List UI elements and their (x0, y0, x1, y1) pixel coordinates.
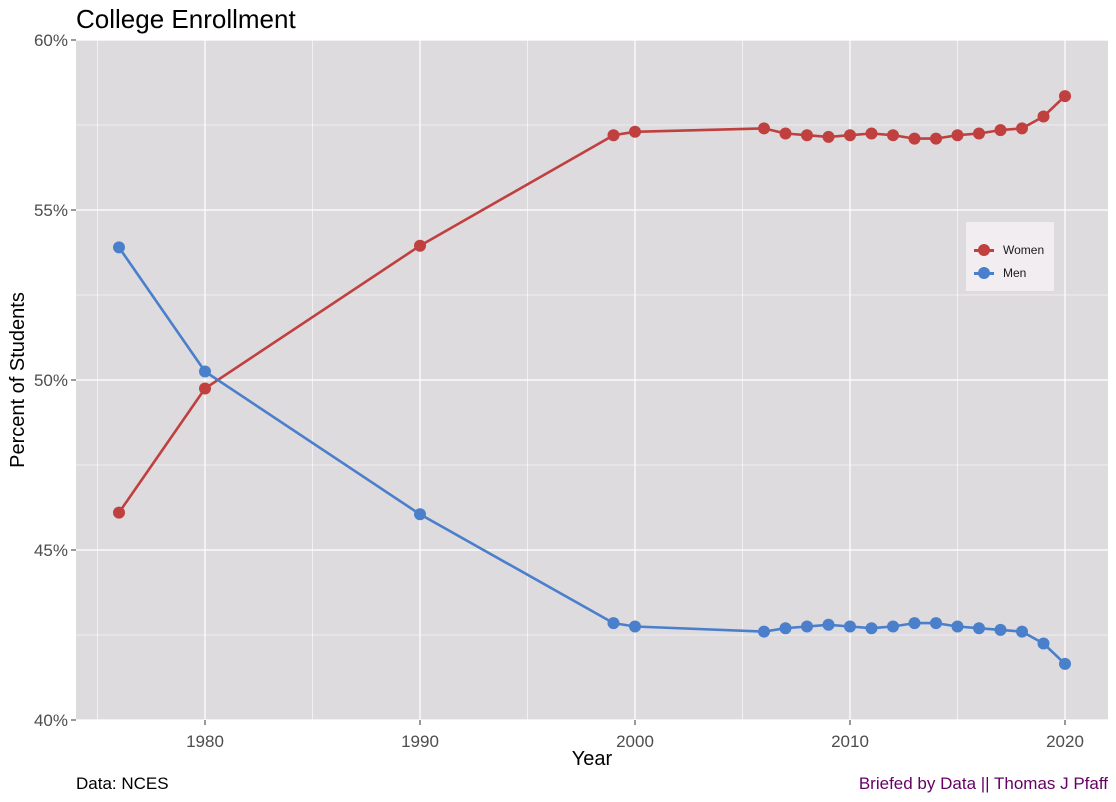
data-point-women (199, 382, 211, 395)
data-point-women (1016, 122, 1028, 135)
legend-item-men: Men (974, 263, 1026, 283)
x-tick-label: 2000 (616, 732, 654, 751)
data-point-women (1037, 110, 1050, 123)
minor-gridlines (76, 40, 1108, 720)
data-point-women (994, 124, 1007, 137)
data-point-women (930, 132, 942, 145)
axes: 1980 1990 2000 2010 2020 40% 45% 50% 55% 60% (34, 31, 1084, 751)
data-point-men (973, 622, 985, 635)
x-tick-label: 1990 (401, 732, 439, 751)
data-point-men (994, 623, 1007, 636)
data-point-women (801, 129, 813, 142)
data-point-men (607, 617, 620, 630)
data-point-women (844, 129, 856, 142)
data-point-men (801, 620, 813, 633)
x-tick-label: 2020 (1046, 732, 1084, 751)
data-point-men (1059, 657, 1071, 670)
credit-caption: Briefed by Data || Thomas J Pfaff (858, 774, 1108, 793)
chart-title: College Enrollment (76, 4, 296, 34)
data-point-men (822, 618, 835, 631)
data-point-women (779, 127, 792, 140)
data-point-men (865, 622, 878, 635)
data-point-women (865, 127, 878, 140)
legend-label-women: Women (1003, 243, 1045, 257)
data-point-women (887, 129, 899, 142)
data-point-men (1016, 625, 1028, 638)
y-tick-label: 55% (34, 201, 68, 220)
data-point-women (951, 129, 964, 142)
data-point-men (930, 617, 942, 630)
data-source-caption: Data: NCES (76, 774, 169, 793)
x-axis-label: Year (572, 748, 613, 770)
data-point-women (113, 506, 125, 519)
data-point-men (844, 620, 856, 633)
major-gridlines (76, 39, 1108, 721)
data-point-men (908, 617, 921, 630)
x-tick-label: 2010 (831, 732, 869, 751)
y-tick-label: 50% (34, 371, 68, 390)
data-point-women (607, 129, 620, 142)
data-point-men (887, 620, 899, 633)
data-point-women (629, 125, 641, 138)
legend-key-women (974, 240, 994, 260)
data-point-men (779, 622, 792, 635)
data-point-men (629, 620, 641, 633)
data-point-men (1037, 637, 1050, 650)
data-point-men (951, 620, 964, 633)
data-point-women (1059, 90, 1071, 103)
data-point-men (113, 241, 125, 254)
data-point-women (414, 239, 426, 252)
data-point-women (758, 122, 770, 135)
data-point-men (758, 625, 770, 638)
legend: Women Men (966, 222, 1054, 291)
y-tick-label: 40% (34, 711, 68, 730)
x-tick-label: 1980 (186, 732, 224, 751)
legend-key-men (974, 263, 994, 283)
y-axis-label: Percent of Students (7, 292, 29, 468)
series-layer (113, 90, 1071, 670)
data-point-women (908, 132, 921, 145)
y-tick-label: 45% (34, 541, 68, 560)
y-tick-label: 60% (34, 31, 68, 50)
legend-item-women: Women (974, 240, 1044, 260)
data-point-men (414, 508, 426, 521)
legend-label-men: Men (1003, 266, 1027, 280)
data-point-men (199, 365, 211, 378)
data-point-women (973, 127, 985, 140)
data-point-women (822, 130, 835, 143)
